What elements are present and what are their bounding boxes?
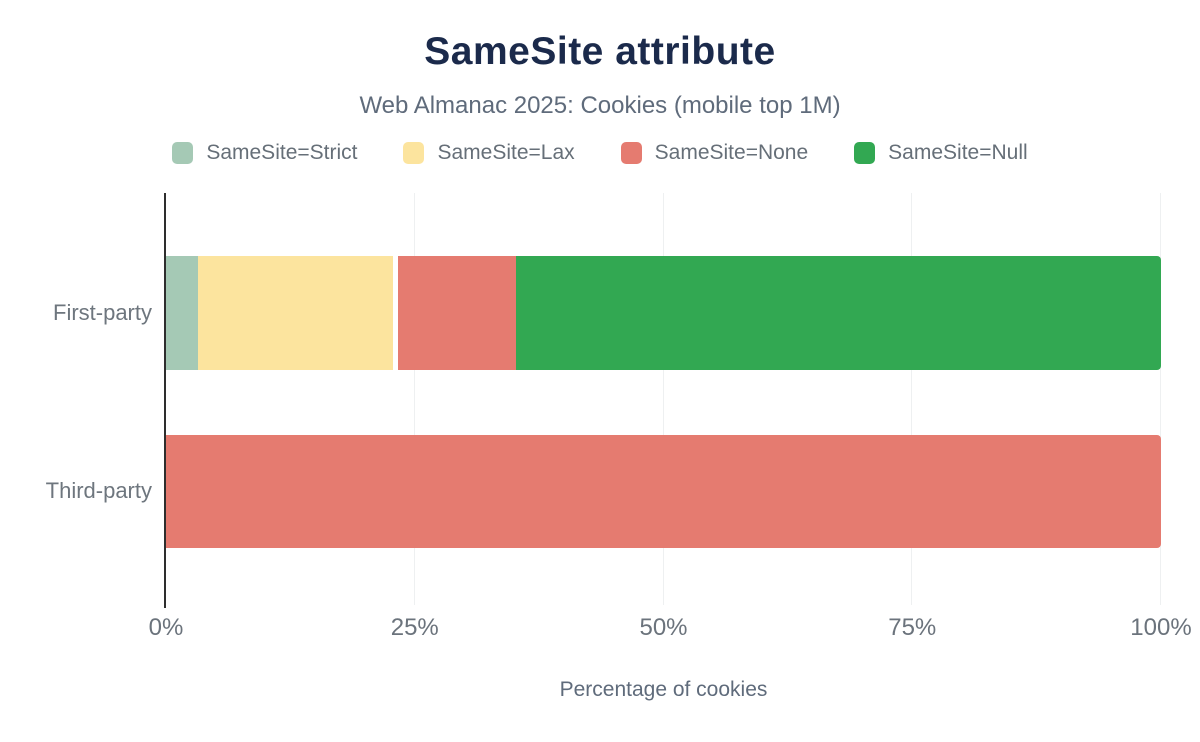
legend-item-samesite-null[interactable]: SameSite=Null <box>854 141 1028 165</box>
bar-segment-samesite-lax[interactable] <box>197 256 393 370</box>
legend-item-samesite-strict[interactable]: SameSite=Strict <box>172 141 357 165</box>
legend-label: SameSite=None <box>654 141 809 164</box>
y-axis-line <box>164 193 166 608</box>
x-axis-title: Percentage of cookies <box>559 678 768 701</box>
legend-label: SameSite=Lax <box>437 141 575 164</box>
gridline-75 <box>911 193 913 605</box>
x-tick-label-0: 0% <box>148 614 184 641</box>
legend-swatch-icon <box>620 142 642 164</box>
legend-item-samesite-lax[interactable]: SameSite=Lax <box>403 141 575 165</box>
gridline-100 <box>1160 193 1161 605</box>
legend-swatch-icon <box>403 142 425 164</box>
gridline-25 <box>413 193 415 605</box>
y-category-label: Third-party <box>45 478 152 503</box>
x-tick-label-25: 25% <box>390 614 439 641</box>
legend-label: SameSite=Null <box>888 141 1028 164</box>
bar-row-third-party <box>166 435 1161 548</box>
bar-segment-samesite-none[interactable] <box>392 256 517 370</box>
y-category-label: First-party <box>53 300 152 325</box>
bar-segment-samesite-null[interactable] <box>516 256 1161 370</box>
gridline-50 <box>662 193 664 605</box>
bar-segment-samesite-none[interactable] <box>166 435 1161 548</box>
legend: SameSite=Strict SameSite=Lax SameSite=None… <box>0 141 1200 165</box>
bar-row-first-party <box>166 256 1161 370</box>
bar-segment-samesite-strict[interactable] <box>166 256 198 370</box>
plot-area <box>164 193 1161 608</box>
legend-label: SameSite=Strict <box>206 141 358 164</box>
x-tick-label-100: 100% <box>1130 614 1192 641</box>
legend-swatch-icon <box>854 142 876 164</box>
chart-subtitle: Web Almanac 2025: Cookies (mobile top 1M… <box>359 92 841 119</box>
legend-swatch-icon <box>172 142 194 164</box>
chart-title: SameSite attribute <box>424 30 776 73</box>
x-tick-label-75: 75% <box>888 614 937 641</box>
x-tick-label-50: 50% <box>639 614 688 641</box>
legend-item-samesite-none[interactable]: SameSite=None <box>620 141 809 165</box>
